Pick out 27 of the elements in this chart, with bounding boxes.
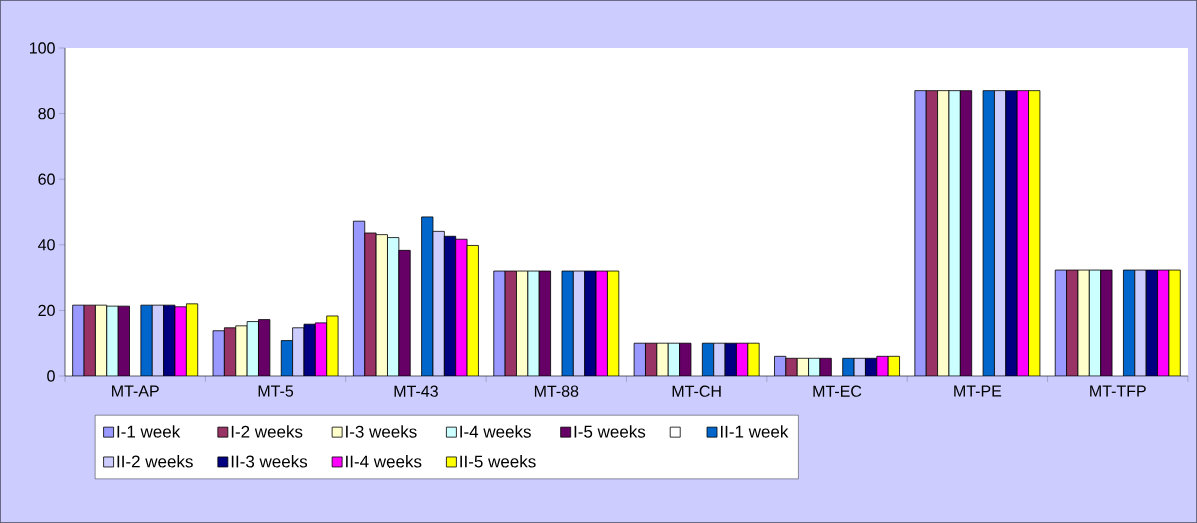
x-tick-label: MT-5: [258, 385, 294, 397]
y-tick-label: 40: [38, 239, 55, 251]
legend-label: II-5 weeks: [460, 455, 536, 468]
legend-label: II-2 weeks: [117, 455, 193, 468]
legend-label: I-1 week: [117, 425, 181, 438]
legend-label: I-2 weeks: [231, 425, 303, 438]
legend-label: II-3 weeks: [231, 455, 308, 468]
bar: [1134, 269, 1147, 376]
y-tick-label: 60: [38, 173, 55, 185]
legend-label: I-4 weeks: [460, 425, 531, 438]
y-tick-label: 100: [30, 42, 55, 54]
x-tick-label: MT-CH: [672, 385, 721, 397]
x-tick-label: MT-43: [394, 385, 438, 397]
bar: [747, 342, 760, 376]
x-tick-label: MT-AP: [112, 385, 159, 397]
x-tick-label: MT-EC: [813, 385, 862, 397]
legend-label: II-4 weeks: [346, 455, 422, 468]
x-tick-label: MT-88: [534, 385, 579, 397]
bar: [1005, 90, 1018, 376]
legend-label: II-1 week: [720, 425, 789, 438]
y-tick-label: 20: [38, 304, 55, 317]
x-tick-label: MT-PE: [954, 385, 1002, 397]
y-tick-label: 80: [38, 107, 55, 120]
legend-label: I-3 weeks: [346, 425, 417, 438]
x-tick-label: MT-TFP: [1090, 385, 1146, 397]
y-tick-label: 0: [47, 370, 55, 382]
legend-label: I-5 weeks: [574, 425, 646, 438]
